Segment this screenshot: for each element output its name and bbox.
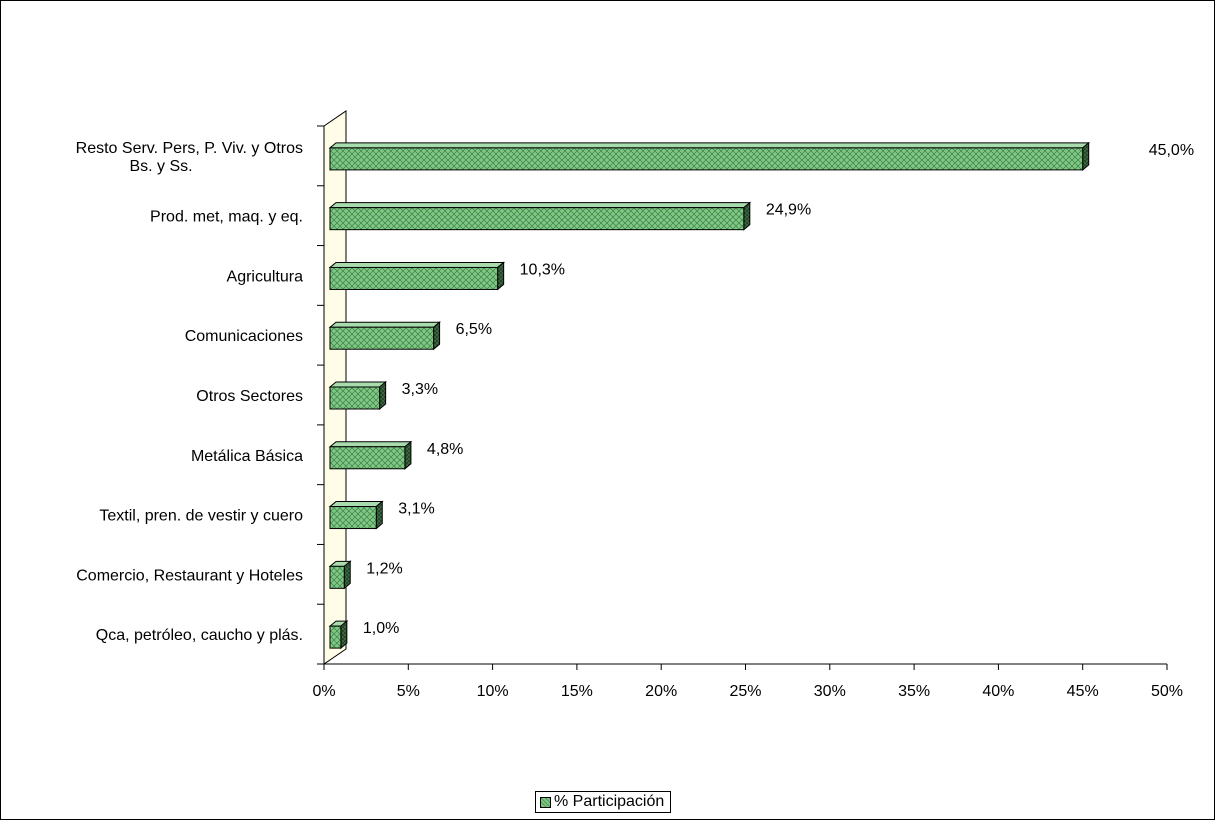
category-label: Comunicaciones bbox=[185, 328, 303, 345]
bar-front-face bbox=[329, 506, 377, 530]
legend-label: % Participación bbox=[554, 793, 665, 810]
bar-front-face bbox=[329, 446, 406, 470]
category-label: Comercio, Restaurant y Hoteles bbox=[76, 567, 303, 584]
bar-side-face bbox=[1082, 141, 1090, 171]
category-label: Resto Serv. Pers, P. Viv. y Otros bbox=[76, 140, 303, 157]
chart-axes bbox=[317, 125, 1168, 670]
category-label: Qca, petróleo, caucho y plás. bbox=[96, 627, 303, 644]
x-tick-label: 45% bbox=[1067, 683, 1099, 700]
data-label: 1,2% bbox=[366, 560, 402, 577]
bar-top-face bbox=[328, 321, 441, 328]
bar-top-face bbox=[328, 441, 413, 448]
data-label: 6,5% bbox=[456, 321, 492, 338]
legend-swatch bbox=[540, 796, 551, 808]
x-tick-label: 20% bbox=[645, 683, 677, 700]
x-tick-label: 5% bbox=[397, 683, 420, 700]
bar bbox=[328, 560, 352, 590]
bar-side-face bbox=[340, 620, 348, 650]
bar-series bbox=[328, 141, 1091, 650]
x-tick-label: 50% bbox=[1151, 683, 1183, 700]
x-tick-label: 0% bbox=[312, 683, 335, 700]
data-label: 45,0% bbox=[1149, 142, 1194, 159]
bar bbox=[328, 141, 1091, 171]
bar bbox=[328, 380, 388, 411]
category-label: Agricultura bbox=[227, 268, 304, 285]
data-label: 3,1% bbox=[398, 501, 434, 518]
bar-side-face bbox=[404, 440, 412, 470]
bar-top-face bbox=[328, 381, 388, 388]
bar bbox=[328, 620, 349, 650]
x-tick-label: 30% bbox=[814, 683, 846, 700]
bar-side-face bbox=[343, 560, 351, 590]
bar-top-face bbox=[328, 202, 752, 209]
bar bbox=[328, 201, 752, 231]
bar-front-face bbox=[329, 565, 345, 589]
category-label: Prod. met, maq. y eq. bbox=[150, 209, 303, 226]
data-label: 24,9% bbox=[766, 202, 811, 219]
x-tick-label: 10% bbox=[477, 683, 509, 700]
x-tick-label: 35% bbox=[898, 683, 930, 700]
category-label: Textil, pren. de vestir y cuero bbox=[99, 508, 303, 525]
bar-front-face bbox=[329, 207, 745, 231]
data-label: 10,3% bbox=[520, 261, 565, 278]
bar-top-face bbox=[328, 501, 384, 508]
bar-side-face bbox=[433, 321, 441, 351]
bar-front-face bbox=[329, 386, 381, 410]
x-tick-label: 25% bbox=[729, 683, 761, 700]
bar-side-face bbox=[379, 380, 387, 411]
bar-side-face bbox=[743, 201, 751, 231]
data-label: 1,0% bbox=[363, 620, 399, 637]
bar-front-face bbox=[329, 266, 499, 290]
bar bbox=[328, 261, 506, 291]
bar bbox=[328, 440, 413, 470]
category-label: Otros Sectores bbox=[196, 388, 303, 405]
chart-labels: 0% 5% 10% 15% 20% 25% 30% 35% 40% 45% 50% Resto Ser… bbox=[76, 140, 1194, 700]
bar-front-face bbox=[329, 147, 1084, 171]
x-tick-label: 40% bbox=[982, 683, 1014, 700]
bar bbox=[328, 500, 384, 530]
bar-side-face bbox=[497, 261, 505, 291]
bar-front-face bbox=[329, 625, 342, 649]
bar-side-face bbox=[375, 500, 383, 530]
bar-top-face bbox=[328, 261, 506, 268]
data-label: 4,8% bbox=[427, 441, 463, 458]
bar-top-face bbox=[328, 142, 1091, 149]
data-label: 3,3% bbox=[402, 381, 438, 398]
x-tick-label: 15% bbox=[561, 683, 593, 700]
category-label: Metálica Básica bbox=[191, 448, 303, 465]
chart-legend: % Participación bbox=[535, 791, 672, 813]
bar bbox=[328, 321, 441, 351]
bar-front-face bbox=[329, 326, 435, 350]
category-label: Bs. y Ss. bbox=[129, 158, 192, 175]
